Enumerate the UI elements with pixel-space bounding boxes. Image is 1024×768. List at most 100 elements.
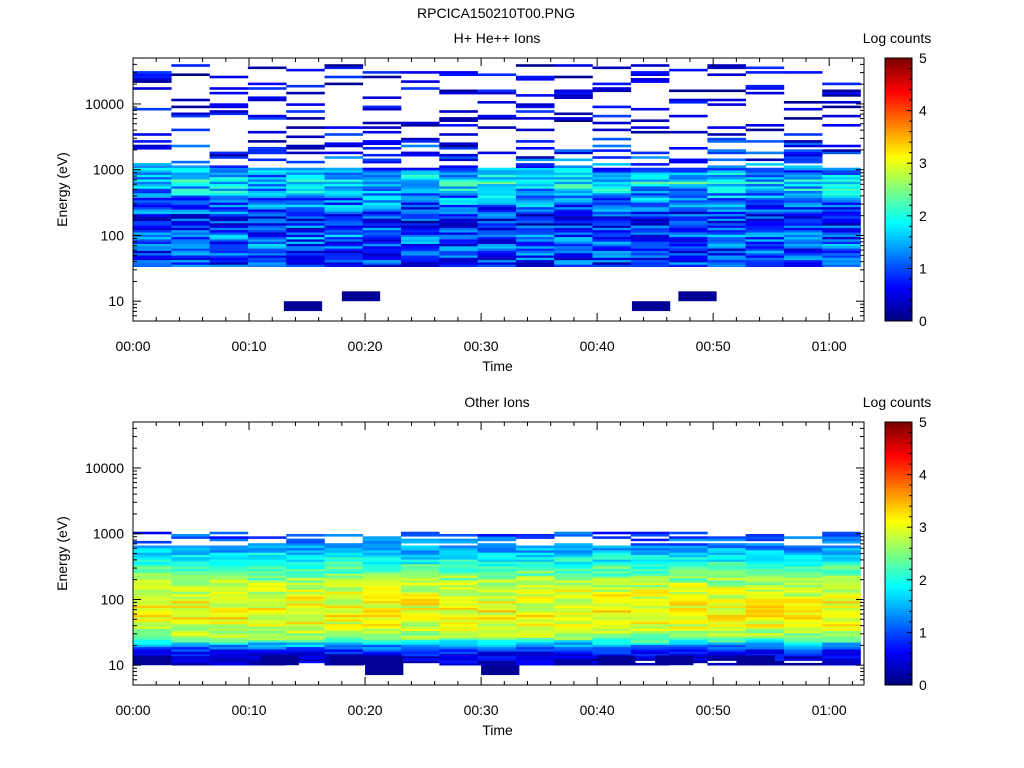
heatmap-cell: [324, 211, 364, 215]
heatmap-cell: [707, 137, 746, 141]
heatmap-cell: [401, 619, 440, 622]
heatmap-cell: [286, 264, 325, 267]
heatmap-cell: [630, 600, 670, 604]
heatmap-cell: [133, 540, 172, 544]
heatmap-cell: [209, 264, 249, 267]
heatmap-cell: [439, 639, 478, 643]
heatmap-cell: [745, 559, 785, 562]
heatmap-cell: [439, 181, 478, 185]
heatmap-cell: [439, 248, 478, 251]
heatmap-cell: [247, 557, 287, 560]
heatmap-cell: [439, 257, 478, 261]
heatmap-cell: [133, 246, 172, 249]
heatmap-cell: [286, 600, 325, 604]
heatmap-cell: [247, 174, 287, 178]
heatmap-cell: [554, 179, 593, 182]
colorbar-swatch: [885, 299, 912, 302]
heatmap-cell: [630, 653, 670, 657]
heatmap-cell: [592, 614, 632, 618]
heatmap-cell: [783, 227, 823, 231]
heatmap-cell: [247, 589, 287, 592]
colorbar-swatch: [885, 68, 912, 72]
heatmap-cell: [324, 234, 364, 238]
heatmap-cell: [515, 598, 555, 602]
heatmap-cell: [707, 593, 746, 597]
heatmap-cell: [362, 593, 402, 597]
colorbar-swatch: [885, 117, 912, 120]
heatmap-cell: [822, 538, 861, 542]
colorbar-swatch: [885, 489, 912, 493]
heatmap-cell: [286, 630, 325, 634]
heatmap-cell: [707, 241, 746, 244]
heatmap-cell: [324, 554, 364, 558]
heatmap-cell: [745, 644, 785, 648]
heatmap-cell: [822, 225, 861, 228]
heatmap-cell: [133, 234, 172, 238]
heatmap-cell: [362, 538, 402, 542]
heatmap-cell: [209, 635, 249, 638]
heatmap-cell: [554, 225, 593, 228]
heatmap-cell: [707, 216, 746, 219]
heatmap-cell: [439, 658, 478, 661]
heatmap-cell: [515, 147, 555, 150]
heatmap-cell: [669, 566, 708, 569]
heatmap-cell: [707, 195, 746, 198]
heatmap-cell: [669, 264, 708, 267]
heatmap-cell: [286, 540, 325, 544]
heatmap-cell: [133, 547, 172, 551]
heatmap-cell: [439, 552, 478, 555]
colorbar-swatch: [885, 169, 912, 173]
heatmap-cell: [707, 181, 746, 185]
heatmap-cell: [515, 220, 555, 224]
colorbar-swatch: [885, 314, 912, 318]
heatmap-cell: [592, 257, 632, 261]
colorbar-swatch: [885, 531, 912, 535]
heatmap-cell: [362, 188, 402, 191]
heatmap-cell: [133, 603, 172, 606]
heatmap-cell: [592, 552, 632, 555]
heatmap-cell: [209, 259, 249, 263]
heatmap-cell: [822, 559, 861, 562]
heatmap-cell: [783, 584, 823, 588]
heatmap-cell: [286, 612, 325, 615]
heatmap-cell: [630, 642, 670, 645]
heatmap-cell: [630, 71, 670, 74]
heatmap-cell: [669, 255, 708, 258]
heatmap-cell: [822, 101, 861, 104]
heatmap-cell: [477, 639, 517, 643]
heatmap-cell: [477, 538, 517, 542]
heatmap-cell: [515, 547, 555, 551]
colorbar-swatch: [885, 310, 912, 313]
heatmap-cell: [554, 630, 593, 634]
heatmap-cell: [515, 204, 555, 208]
heatmap-cell: [592, 216, 632, 219]
heatmap-cell: [247, 536, 287, 539]
heatmap-cell: [171, 534, 210, 537]
heatmap-cell: [822, 600, 861, 604]
heatmap-cell: [630, 598, 670, 602]
colorbar-swatch: [885, 288, 912, 291]
heatmap-cell: [247, 584, 287, 588]
colorbar-swatch: [885, 285, 912, 289]
colorbar-swatch: [885, 226, 912, 230]
heatmap-cell: [247, 211, 287, 215]
heatmap-cell: [515, 248, 555, 251]
colorbar-tick-label: 2: [919, 208, 927, 224]
heatmap-cell: [592, 545, 632, 549]
colorbar-swatch: [885, 75, 912, 79]
heatmap-cell: [554, 644, 593, 648]
heatmap-cell: [745, 582, 785, 585]
heatmap-cell: [707, 197, 746, 201]
heatmap-cell: [362, 637, 402, 641]
heatmap-cell: [133, 243, 172, 247]
heatmap-cell: [669, 227, 708, 231]
heatmap-cell: [247, 227, 287, 231]
heatmap-cell: [209, 227, 249, 231]
heatmap-cell: [209, 566, 249, 569]
heatmap-cell: [822, 605, 861, 608]
heatmap-cell: [707, 577, 746, 581]
heatmap-cell: [515, 252, 555, 256]
heatmap-cell: [822, 589, 861, 592]
heatmap-cell: [362, 218, 402, 221]
heatmap-cell: [707, 550, 746, 553]
